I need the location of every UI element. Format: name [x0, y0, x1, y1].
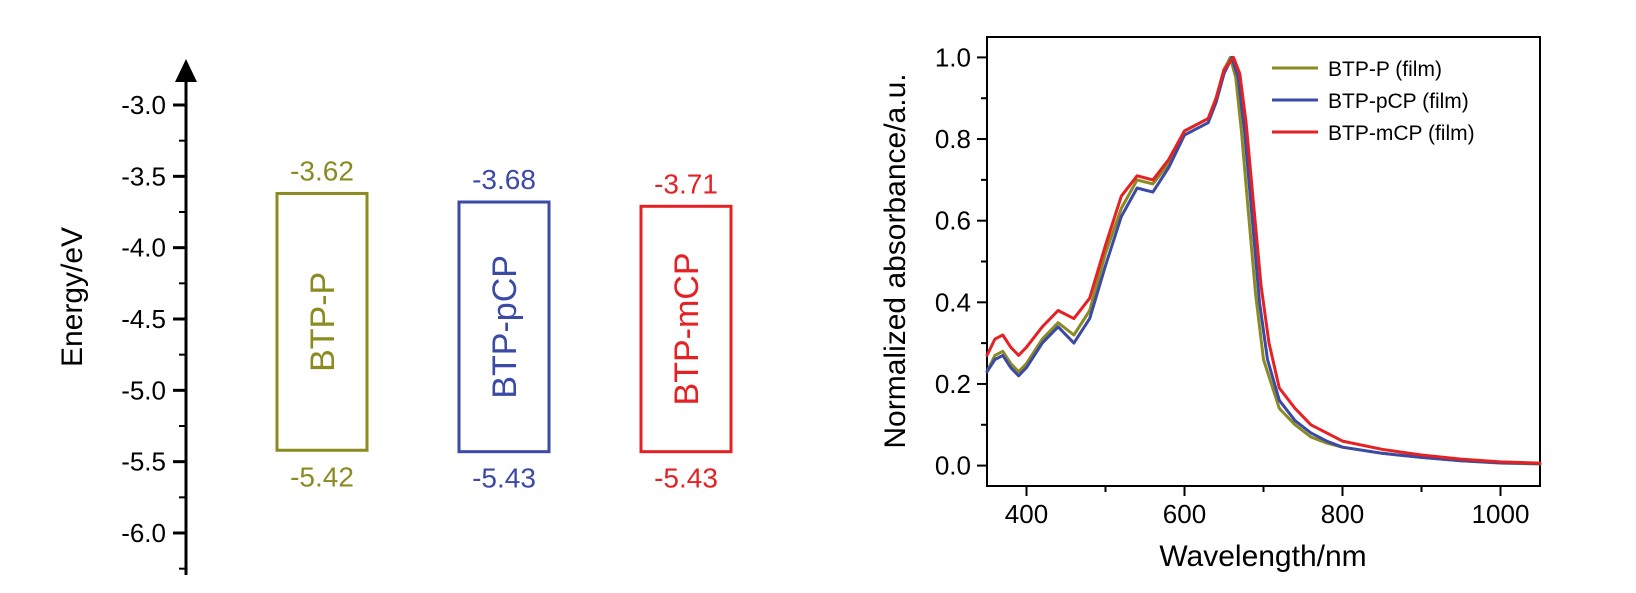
y-tick-label: 0.2 — [935, 369, 971, 399]
series-line — [985, 55, 1542, 466]
energy-tick-label: -5.5 — [121, 447, 166, 477]
legend-label: BTP-pCP (film) — [1328, 90, 1469, 113]
energy-level-diagram: -3.0 -3.5 -4.0 -4.5 -5.0 -5.5 -6.0 Energy/eV B… — [56, 59, 733, 575]
lumo-value-label: -3.68 — [472, 164, 536, 195]
y-axis-title: Normalized absorbance/a.u. — [879, 73, 912, 448]
energy-axis-title: Energy/eV — [56, 227, 89, 367]
energy-axis-arrow — [175, 59, 197, 82]
legend-label: BTP-mCP (film) — [1328, 122, 1475, 145]
series-line — [985, 55, 1542, 466]
lumo-value-label: -3.71 — [654, 168, 718, 199]
x-tick-label: 1000 — [1472, 499, 1530, 529]
lumo-value-label: -3.62 — [290, 155, 354, 186]
material-name-label: BTP-P — [304, 272, 342, 372]
energy-tick-label: -5.0 — [121, 375, 166, 405]
y-tick-label: 0.4 — [935, 287, 971, 317]
material-name-label: BTP-pCP — [486, 255, 524, 399]
y-tick-label: 1.0 — [935, 42, 971, 72]
legend-label: BTP-P (film) — [1328, 58, 1442, 81]
x-tick-label: 400 — [1005, 499, 1048, 529]
energy-tick-label: -4.0 — [121, 233, 166, 263]
y-tick-label: 0.6 — [935, 206, 971, 236]
energy-level-boxes: BTP-P -3.62 -5.42 BTP-pCP -3.68 -5.43 BTP-mCP -… — [275, 155, 733, 494]
x-axis-title: Wavelength/nm — [1159, 540, 1366, 573]
x-tick-label: 600 — [1163, 499, 1206, 529]
energy-tick-label: -4.5 — [121, 304, 166, 334]
energy-tick-label: -3.5 — [121, 161, 166, 191]
absorbance-chart: 400 600 800 1000 0.0 0.2 0.4 0.6 0.8 1.0 Waveleng… — [879, 36, 1542, 573]
homo-value-label: -5.43 — [472, 463, 536, 494]
energy-tick-label: -3.0 — [121, 90, 166, 120]
homo-value-label: -5.43 — [654, 463, 718, 494]
absorbance-axes: 400 600 800 1000 0.0 0.2 0.4 0.6 0.8 1.0 — [935, 42, 1530, 529]
energy-level-box — [275, 191, 369, 452]
y-tick-label: 0.0 — [935, 451, 971, 481]
energy-level-box — [639, 204, 733, 454]
energy-tick-label: -6.0 — [121, 518, 166, 548]
y-tick-label: 0.8 — [935, 124, 971, 154]
x-tick-label: 800 — [1321, 499, 1364, 529]
material-name-label: BTP-mCP — [668, 252, 706, 405]
homo-value-label: -5.42 — [290, 461, 354, 492]
energy-axis: -3.0 -3.5 -4.0 -4.5 -5.0 -5.5 -6.0 — [121, 59, 197, 575]
absorbance-series — [985, 55, 1542, 466]
legend: BTP-P (film) BTP-pCP (film) BTP-mCP (film) — [1272, 58, 1475, 145]
series-line — [985, 55, 1542, 465]
energy-level-box — [457, 200, 551, 454]
